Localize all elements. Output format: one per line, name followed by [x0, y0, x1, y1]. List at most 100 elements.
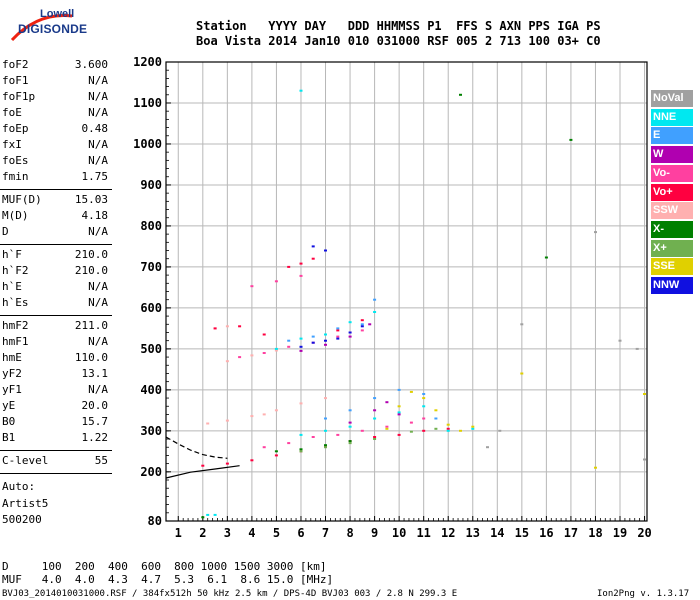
x-tick-label: 19	[613, 526, 627, 540]
echo-point	[373, 298, 377, 301]
param-separator	[0, 189, 112, 190]
param-value: 210.0	[74, 264, 108, 277]
param-value: N/A	[88, 280, 108, 293]
param-name: yF1	[2, 383, 22, 396]
echo-point	[422, 405, 426, 408]
param-row: hmE 110.0	[2, 351, 108, 367]
echo-point	[360, 319, 364, 322]
echo-point	[409, 390, 413, 393]
param-name: foEp	[2, 122, 29, 135]
echo-point	[422, 429, 426, 432]
echo-point	[287, 345, 291, 348]
legend-item: NNW	[651, 277, 693, 294]
echo-point	[385, 425, 389, 428]
echo-point	[299, 433, 303, 436]
x-tick-label: 16	[539, 526, 553, 540]
echo-point	[250, 459, 254, 462]
param-name: h`Es	[2, 296, 29, 309]
param-value: 211.0	[74, 319, 108, 332]
echo-point	[324, 249, 327, 252]
x-tick-label: 3	[224, 526, 231, 540]
param-name: h`F2	[2, 264, 29, 277]
legend-item: NoVal	[651, 90, 693, 107]
echo-point	[422, 397, 426, 400]
echo-point	[397, 405, 401, 408]
echo-point	[422, 393, 426, 395]
param-value: 55	[94, 454, 108, 467]
param-row: B1 1.22	[2, 431, 108, 447]
version-caption: Ion2Png v. 1.3.17	[597, 589, 690, 599]
param-value: 20.0	[81, 399, 109, 412]
echo-point	[348, 425, 352, 428]
echo-point	[459, 429, 462, 432]
echo-point	[422, 417, 426, 420]
echo-point	[225, 419, 229, 422]
echo-point	[274, 347, 278, 350]
y-tick-label: 300	[140, 424, 162, 438]
x-tick-label: 18	[588, 526, 602, 540]
x-tick-label: 12	[441, 526, 455, 540]
param-value: N/A	[88, 74, 108, 87]
param-row: foE N/A	[2, 106, 108, 122]
x-tick-label: 6	[297, 526, 304, 540]
param-row: yF2 13.1	[2, 367, 108, 383]
x-tick-label: 13	[466, 526, 480, 540]
echo-point	[201, 516, 205, 519]
param-row: D N/A	[2, 225, 108, 241]
param-value: 3.600	[74, 58, 108, 71]
echo-point	[360, 323, 364, 326]
y-tick-label: 1100	[133, 96, 162, 110]
x-tick-label: 4	[248, 526, 255, 540]
param-value: N/A	[88, 154, 108, 167]
y-tick-label: 80	[148, 514, 162, 528]
echo-point	[324, 444, 327, 447]
param-row: hmF2 211.0	[2, 319, 108, 335]
param-name: M(D)	[2, 209, 29, 222]
param-name: B1	[2, 431, 16, 444]
echo-point	[544, 256, 548, 259]
y-tick-label: 700	[140, 260, 162, 274]
footer-muf-row: MUF 4.0 4.0 4.3 4.7 5.3 6.1 8.6 15.0 [MH…	[2, 573, 334, 586]
param-value: 15.03	[74, 193, 108, 206]
echo-point	[520, 372, 524, 375]
param-name: D	[2, 225, 9, 238]
echo-point	[348, 440, 352, 443]
param-name: h`F	[2, 248, 22, 261]
echo-point	[360, 329, 364, 332]
file-caption: BVJ03_2014010031000.RSF / 384fx512h 50 k…	[2, 589, 458, 599]
param-separator	[0, 244, 112, 245]
echo-point	[643, 458, 646, 461]
echo-point	[336, 329, 340, 332]
param-value: N/A	[88, 138, 108, 151]
echo-point	[446, 429, 450, 432]
echo-point	[299, 349, 303, 352]
profile-trace	[165, 436, 228, 459]
echo-point	[520, 323, 524, 326]
param-value: N/A	[88, 296, 108, 309]
param-name: C-level	[2, 454, 49, 467]
param-name: yE	[2, 399, 16, 412]
echo-point	[373, 417, 377, 420]
param-value: 110.0	[74, 351, 108, 364]
echo-point	[618, 339, 622, 342]
param-row: foF1p N/A	[2, 90, 108, 106]
echo-point	[238, 356, 242, 359]
echo-point	[360, 429, 364, 432]
echo-point	[262, 352, 266, 354]
x-tick-label: 9	[371, 526, 378, 540]
echo-point	[311, 245, 315, 248]
echo-point	[397, 413, 401, 416]
footer-distance-row: D 100 200 400 600 800 1000 1500 3000 [km…	[2, 560, 327, 573]
echo-point	[250, 354, 254, 357]
echo-point	[201, 464, 205, 467]
param-separator	[0, 473, 112, 474]
param-separator	[0, 315, 112, 316]
param-value: 1.22	[81, 431, 109, 444]
echo-point	[446, 423, 450, 426]
echo-point	[409, 421, 413, 424]
echo-point	[311, 335, 315, 338]
param-row: h`F 210.0	[2, 248, 108, 264]
param-row: foEp 0.48	[2, 122, 108, 138]
param-row: foF2 3.600	[2, 58, 108, 74]
